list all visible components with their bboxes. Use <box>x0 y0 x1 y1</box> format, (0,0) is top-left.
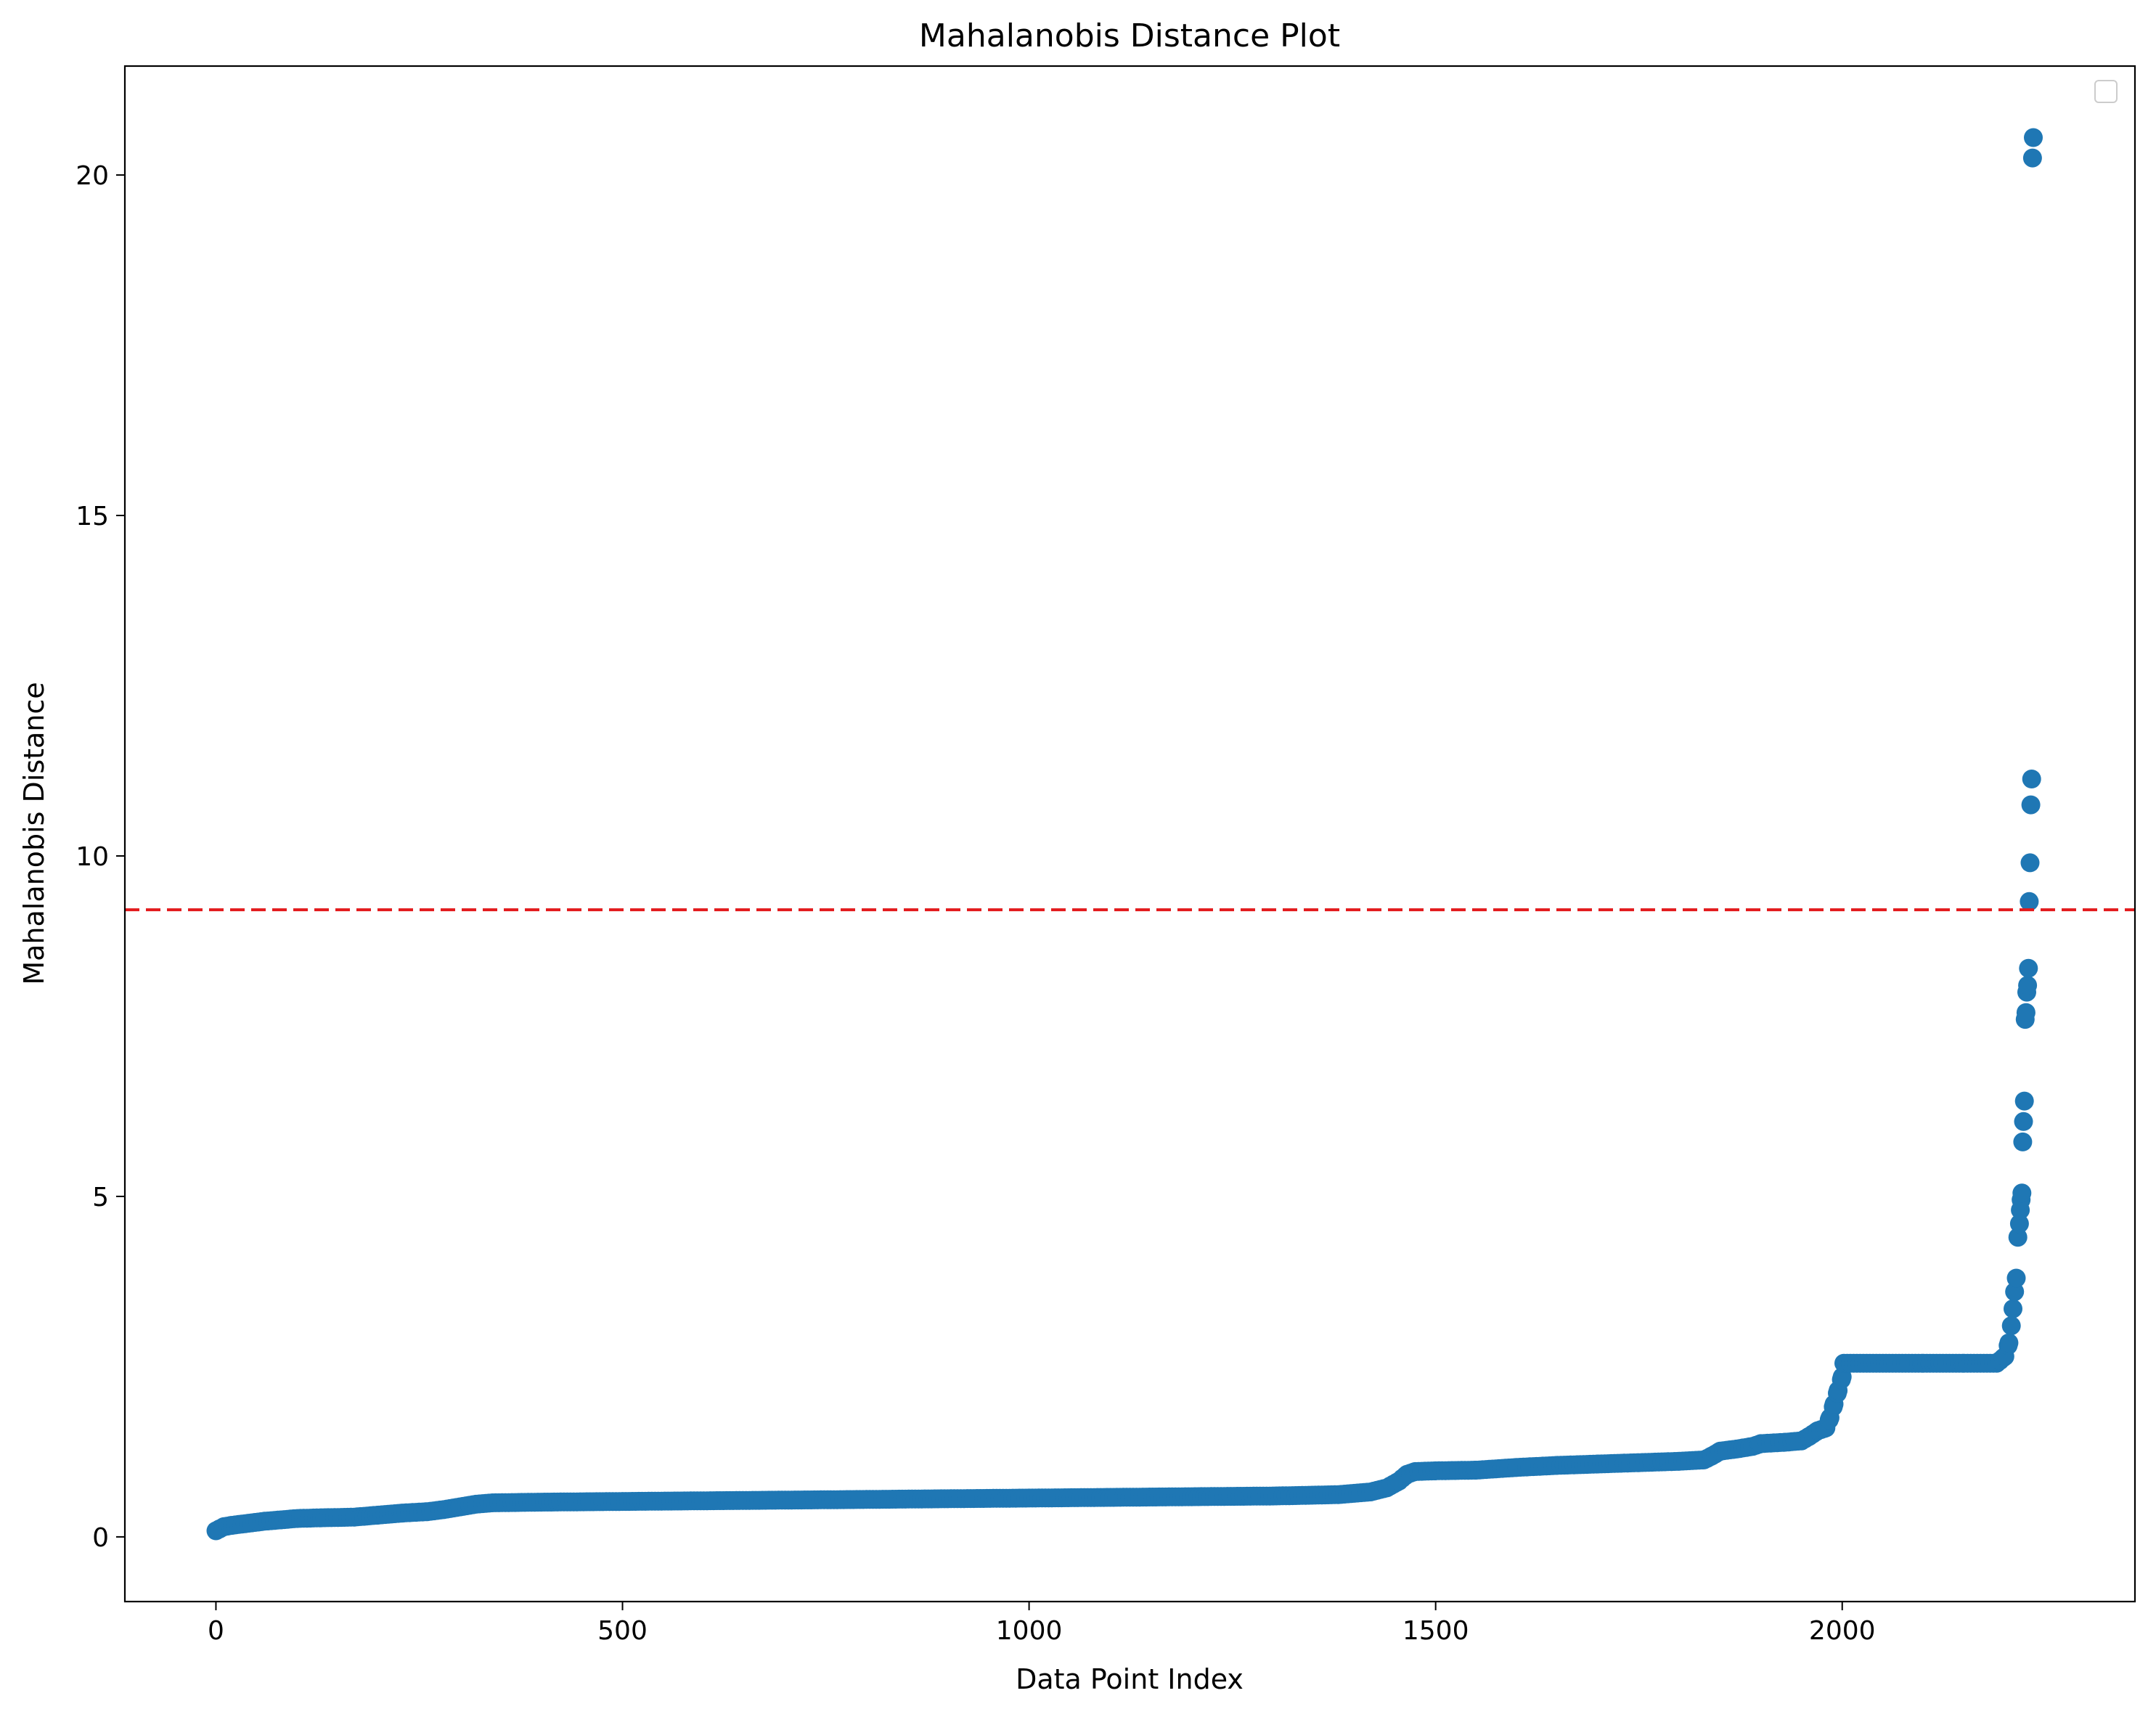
data-point <box>2020 892 2039 911</box>
data-point <box>2022 148 2042 168</box>
data-point <box>2022 770 2041 788</box>
data-point <box>2014 1112 2033 1131</box>
legend-box <box>2094 80 2118 103</box>
data-point <box>2009 1214 2029 1233</box>
plot-frame <box>123 65 2136 1603</box>
x-tick-label: 1000 <box>996 1616 1063 1646</box>
data-point <box>2012 1183 2032 1203</box>
data-point <box>2016 1003 2035 1022</box>
chart-title: Mahalanobis Distance Plot <box>919 17 1340 54</box>
x-tick-label: 2000 <box>1809 1616 1876 1646</box>
y-tick-label: 15 <box>75 502 109 531</box>
data-point <box>2019 958 2038 978</box>
data-point <box>2001 1316 2021 1336</box>
data-point <box>2021 795 2041 815</box>
data-point <box>2004 1299 2022 1318</box>
x-axis: 0 500 1000 1500 2000 <box>208 1602 1876 1646</box>
plot-area <box>125 66 2135 1602</box>
y-tick-label: 5 <box>92 1183 109 1212</box>
y-axis-title: Mahalanobis Distance <box>18 682 50 984</box>
scatter-marks <box>206 128 2043 1541</box>
x-tick-label: 500 <box>597 1616 648 1646</box>
data-point <box>2014 1091 2034 1111</box>
y-tick-label: 20 <box>75 161 109 191</box>
x-tick-label: 1500 <box>1402 1616 1469 1646</box>
x-axis-title: Data Point Index <box>1016 1663 1244 1695</box>
y-tick-label: 0 <box>92 1523 109 1553</box>
data-point <box>1999 1333 2019 1353</box>
data-point <box>2013 1132 2033 1151</box>
y-tick-label: 10 <box>75 842 109 872</box>
data-point <box>2018 976 2038 995</box>
data-point <box>2020 853 2040 873</box>
data-point <box>2024 128 2043 147</box>
y-axis: 0 5 10 15 20 <box>75 161 125 1553</box>
data-point <box>2006 1268 2026 1288</box>
x-tick-label: 0 <box>208 1616 224 1646</box>
